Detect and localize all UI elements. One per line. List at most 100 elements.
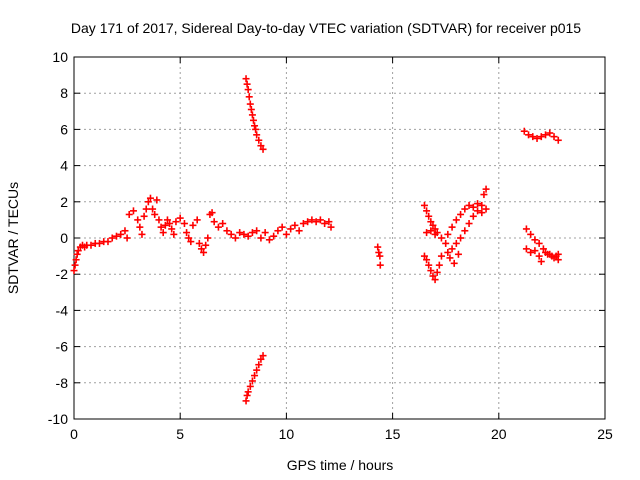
data-point bbox=[249, 116, 257, 124]
data-point bbox=[312, 218, 320, 226]
data-point bbox=[437, 234, 445, 242]
data-point bbox=[546, 250, 554, 258]
data-point bbox=[121, 227, 129, 235]
data-point bbox=[474, 200, 482, 208]
data-point bbox=[223, 227, 231, 235]
data-point bbox=[265, 236, 273, 244]
data-point bbox=[104, 238, 112, 246]
data-point bbox=[236, 229, 244, 237]
data-point bbox=[257, 142, 265, 150]
data-point bbox=[108, 234, 116, 242]
data-point bbox=[248, 111, 256, 119]
data-point bbox=[240, 230, 248, 238]
data-point bbox=[431, 276, 439, 284]
data-point bbox=[448, 223, 456, 231]
data-point bbox=[187, 238, 195, 246]
data-point bbox=[452, 239, 460, 247]
y-tick-label: 0 bbox=[60, 230, 68, 246]
data-point bbox=[533, 134, 541, 142]
data-point bbox=[295, 227, 303, 235]
data-point bbox=[427, 227, 435, 235]
data-points bbox=[70, 75, 562, 405]
data-point bbox=[246, 100, 254, 108]
y-tick-label: 8 bbox=[60, 85, 68, 101]
data-point bbox=[457, 234, 465, 242]
data-point bbox=[95, 239, 103, 247]
data-point bbox=[227, 230, 235, 238]
data-point bbox=[257, 234, 265, 242]
data-point bbox=[248, 377, 256, 385]
data-point bbox=[255, 136, 263, 144]
data-point bbox=[478, 209, 486, 217]
data-point bbox=[461, 227, 469, 235]
data-point bbox=[444, 230, 452, 238]
data-point bbox=[435, 261, 443, 269]
data-point bbox=[253, 227, 261, 235]
data-point bbox=[251, 372, 259, 380]
data-point bbox=[452, 216, 460, 224]
data-point bbox=[142, 205, 150, 213]
y-tick-label: -6 bbox=[56, 339, 69, 355]
data-point bbox=[376, 252, 384, 260]
data-point bbox=[172, 218, 180, 226]
data-point bbox=[74, 247, 82, 255]
data-point bbox=[454, 250, 462, 258]
data-point bbox=[197, 245, 205, 253]
data-point bbox=[525, 131, 533, 139]
data-point bbox=[448, 245, 456, 253]
data-point bbox=[376, 261, 384, 269]
data-point bbox=[149, 205, 157, 213]
data-point bbox=[73, 250, 81, 258]
tick-labels: 0 5 10 15 20 25 -10 -8 -6 -4 -2 0 2 4 6 8 10 bbox=[48, 49, 613, 442]
data-point bbox=[457, 210, 465, 218]
data-point bbox=[527, 230, 535, 238]
data-point bbox=[423, 256, 431, 264]
x-tick-label: 5 bbox=[176, 426, 184, 442]
data-point bbox=[444, 248, 452, 256]
data-point bbox=[208, 209, 216, 217]
data-point bbox=[246, 382, 254, 390]
axis-ticks bbox=[73, 56, 606, 420]
data-point bbox=[245, 93, 253, 101]
y-tick-label: 6 bbox=[60, 121, 68, 137]
data-point bbox=[429, 272, 437, 280]
data-point bbox=[308, 216, 316, 224]
data-point bbox=[70, 267, 78, 275]
data-point bbox=[159, 229, 167, 237]
y-tick-label: -4 bbox=[56, 302, 69, 318]
data-point bbox=[554, 136, 562, 144]
data-point bbox=[247, 105, 255, 113]
data-point bbox=[482, 205, 490, 213]
data-point bbox=[433, 268, 441, 276]
data-point bbox=[550, 133, 558, 141]
data-point bbox=[465, 201, 473, 209]
data-point bbox=[425, 212, 433, 220]
data-point bbox=[274, 227, 282, 235]
data-point bbox=[282, 230, 290, 238]
data-point bbox=[535, 252, 543, 260]
data-point bbox=[140, 212, 148, 220]
data-point bbox=[529, 133, 537, 141]
data-point bbox=[446, 254, 454, 262]
y-tick-label: -10 bbox=[48, 411, 68, 427]
data-point bbox=[321, 220, 329, 228]
data-point bbox=[374, 243, 382, 251]
data-point bbox=[257, 355, 265, 363]
data-point bbox=[327, 223, 335, 231]
data-point bbox=[429, 221, 437, 229]
data-point bbox=[248, 229, 256, 237]
data-point bbox=[163, 216, 171, 224]
data-point bbox=[189, 221, 197, 229]
data-point bbox=[252, 125, 260, 133]
data-point bbox=[151, 210, 159, 218]
data-point bbox=[480, 191, 488, 199]
data-point bbox=[153, 196, 161, 204]
data-point bbox=[375, 248, 383, 256]
y-axis-label: SDTVAR / TECUs bbox=[5, 182, 21, 294]
data-point bbox=[253, 366, 261, 374]
data-point bbox=[478, 201, 486, 209]
y-tick-label: 4 bbox=[60, 158, 68, 174]
data-point bbox=[243, 391, 251, 399]
data-point bbox=[423, 229, 431, 237]
